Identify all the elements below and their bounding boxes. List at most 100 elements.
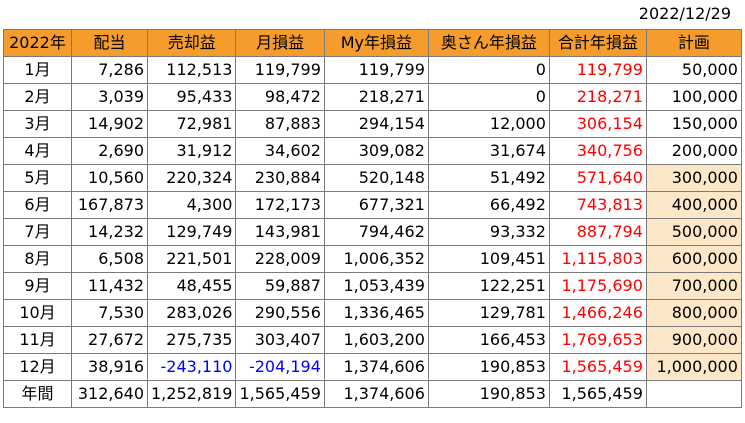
total-dividend-cell[interactable]: 312,640 [71, 380, 148, 408]
my-annual-profit-cell[interactable]: 677,321 [323, 191, 429, 219]
header-cell-wife-annual-profit[interactable]: 奥さん年損益 [427, 29, 550, 57]
plan-cell[interactable]: 50,000 [645, 56, 742, 84]
total-annual-profit-cell[interactable]: 1,769,653 [548, 326, 647, 354]
dividend-cell[interactable]: 10,560 [71, 164, 148, 192]
monthly-profit-cell[interactable]: 290,556 [235, 299, 325, 327]
dividend-cell[interactable]: 14,902 [71, 110, 148, 138]
sale-profit-cell[interactable]: 48,455 [146, 272, 237, 300]
dividend-cell[interactable]: 3,039 [71, 83, 148, 111]
dividend-cell[interactable]: 7,286 [71, 56, 148, 84]
monthly-profit-cell[interactable]: 98,472 [235, 83, 325, 111]
monthly-profit-cell[interactable]: -204,194 [235, 353, 325, 381]
monthly-profit-cell[interactable]: 303,407 [235, 326, 325, 354]
plan-cell[interactable]: 900,000 [645, 326, 742, 354]
total-annual-profit-cell[interactable]: 887,794 [548, 218, 647, 246]
sale-profit-cell[interactable]: -243,110 [146, 353, 237, 381]
dividend-cell[interactable]: 38,916 [71, 353, 148, 381]
my-annual-profit-cell[interactable]: 218,271 [323, 83, 429, 111]
monthly-profit-cell[interactable]: 59,887 [235, 272, 325, 300]
wife-annual-profit-cell[interactable]: 93,332 [427, 218, 550, 246]
my-annual-profit-cell[interactable]: 1,006,352 [323, 245, 429, 273]
total-annual-profit-cell[interactable]: 1,115,803 [548, 245, 647, 273]
plan-cell[interactable]: 100,000 [645, 83, 742, 111]
plan-cell[interactable]: 150,000 [645, 110, 742, 138]
my-annual-profit-cell[interactable]: 1,374,606 [323, 353, 429, 381]
sale-profit-cell[interactable]: 72,981 [146, 110, 237, 138]
my-annual-profit-cell[interactable]: 1,053,439 [323, 272, 429, 300]
plan-cell[interactable]: 700,000 [645, 272, 742, 300]
header-cell-my-annual-profit[interactable]: My年損益 [323, 29, 429, 57]
header-cell-sale-profit[interactable]: 売却益 [146, 29, 237, 57]
wife-annual-profit-cell[interactable]: 129,781 [427, 299, 550, 327]
dividend-cell[interactable]: 167,873 [71, 191, 148, 219]
plan-cell[interactable]: 500,000 [645, 218, 742, 246]
total-sale-profit-cell[interactable]: 1,252,819 [146, 380, 237, 408]
wife-annual-profit-cell[interactable]: 51,492 [427, 164, 550, 192]
header-cell-total-annual-profit[interactable]: 合計年損益 [548, 29, 647, 57]
sale-profit-cell[interactable]: 129,749 [146, 218, 237, 246]
total-label-cell[interactable]: 年間 [3, 380, 72, 408]
dividend-cell[interactable]: 27,672 [71, 326, 148, 354]
wife-annual-profit-cell[interactable]: 12,000 [427, 110, 550, 138]
month-cell[interactable]: 3月 [3, 110, 72, 138]
wife-annual-profit-cell[interactable]: 109,451 [427, 245, 550, 273]
sale-profit-cell[interactable]: 95,433 [146, 83, 237, 111]
plan-cell[interactable]: 1,000,000 [645, 353, 742, 381]
dividend-cell[interactable]: 11,432 [71, 272, 148, 300]
header-cell-dividend[interactable]: 配当 [71, 29, 148, 57]
sale-profit-cell[interactable]: 112,513 [146, 56, 237, 84]
total-plan-cell[interactable] [645, 380, 742, 408]
dividend-cell[interactable]: 6,508 [71, 245, 148, 273]
my-annual-profit-cell[interactable]: 119,799 [323, 56, 429, 84]
month-cell[interactable]: 2月 [3, 83, 72, 111]
month-cell[interactable]: 5月 [3, 164, 72, 192]
monthly-profit-cell[interactable]: 230,884 [235, 164, 325, 192]
sale-profit-cell[interactable]: 275,735 [146, 326, 237, 354]
my-annual-profit-cell[interactable]: 294,154 [323, 110, 429, 138]
month-cell[interactable]: 10月 [3, 299, 72, 327]
total-monthly-profit-cell[interactable]: 1,565,459 [235, 380, 325, 408]
my-annual-profit-cell[interactable]: 1,603,200 [323, 326, 429, 354]
dividend-cell[interactable]: 7,530 [71, 299, 148, 327]
wife-annual-profit-cell[interactable]: 0 [427, 56, 550, 84]
total-annual-profit-cell[interactable]: 218,271 [548, 83, 647, 111]
wife-annual-profit-cell[interactable]: 0 [427, 83, 550, 111]
total-annual-profit-cell[interactable]: 1,565,459 [548, 353, 647, 381]
wife-annual-profit-cell[interactable]: 122,251 [427, 272, 550, 300]
month-cell[interactable]: 6月 [3, 191, 72, 219]
my-annual-profit-cell[interactable]: 309,082 [323, 137, 429, 165]
header-cell-monthly-profit[interactable]: 月損益 [235, 29, 325, 57]
wife-annual-profit-cell[interactable]: 31,674 [427, 137, 550, 165]
sale-profit-cell[interactable]: 4,300 [146, 191, 237, 219]
monthly-profit-cell[interactable]: 228,009 [235, 245, 325, 273]
total-annual-profit-cell[interactable]: 1,175,690 [548, 272, 647, 300]
sale-profit-cell[interactable]: 283,026 [146, 299, 237, 327]
total-annual-profit-cell[interactable]: 340,756 [548, 137, 647, 165]
my-annual-profit-cell[interactable]: 794,462 [323, 218, 429, 246]
month-cell[interactable]: 8月 [3, 245, 72, 273]
total-wife-annual-profit-cell[interactable]: 190,853 [427, 380, 550, 408]
month-cell[interactable]: 9月 [3, 272, 72, 300]
my-annual-profit-cell[interactable]: 520,148 [323, 164, 429, 192]
total-annual-profit-cell[interactable]: 571,640 [548, 164, 647, 192]
plan-cell[interactable]: 200,000 [645, 137, 742, 165]
sale-profit-cell[interactable]: 31,912 [146, 137, 237, 165]
month-cell[interactable]: 12月 [3, 353, 72, 381]
sale-profit-cell[interactable]: 220,324 [146, 164, 237, 192]
total-annual-profit-cell[interactable]: 119,799 [548, 56, 647, 84]
monthly-profit-cell[interactable]: 34,602 [235, 137, 325, 165]
plan-cell[interactable]: 800,000 [645, 299, 742, 327]
month-cell[interactable]: 7月 [3, 218, 72, 246]
plan-cell[interactable]: 600,000 [645, 245, 742, 273]
monthly-profit-cell[interactable]: 172,173 [235, 191, 325, 219]
dividend-cell[interactable]: 14,232 [71, 218, 148, 246]
month-cell[interactable]: 4月 [3, 137, 72, 165]
plan-cell[interactable]: 400,000 [645, 191, 742, 219]
monthly-profit-cell[interactable]: 119,799 [235, 56, 325, 84]
sale-profit-cell[interactable]: 221,501 [146, 245, 237, 273]
total-annual-profit-cell[interactable]: 1,466,246 [548, 299, 647, 327]
dividend-cell[interactable]: 2,690 [71, 137, 148, 165]
plan-cell[interactable]: 300,000 [645, 164, 742, 192]
header-cell-plan[interactable]: 計画 [645, 29, 742, 57]
my-annual-profit-cell[interactable]: 1,336,465 [323, 299, 429, 327]
